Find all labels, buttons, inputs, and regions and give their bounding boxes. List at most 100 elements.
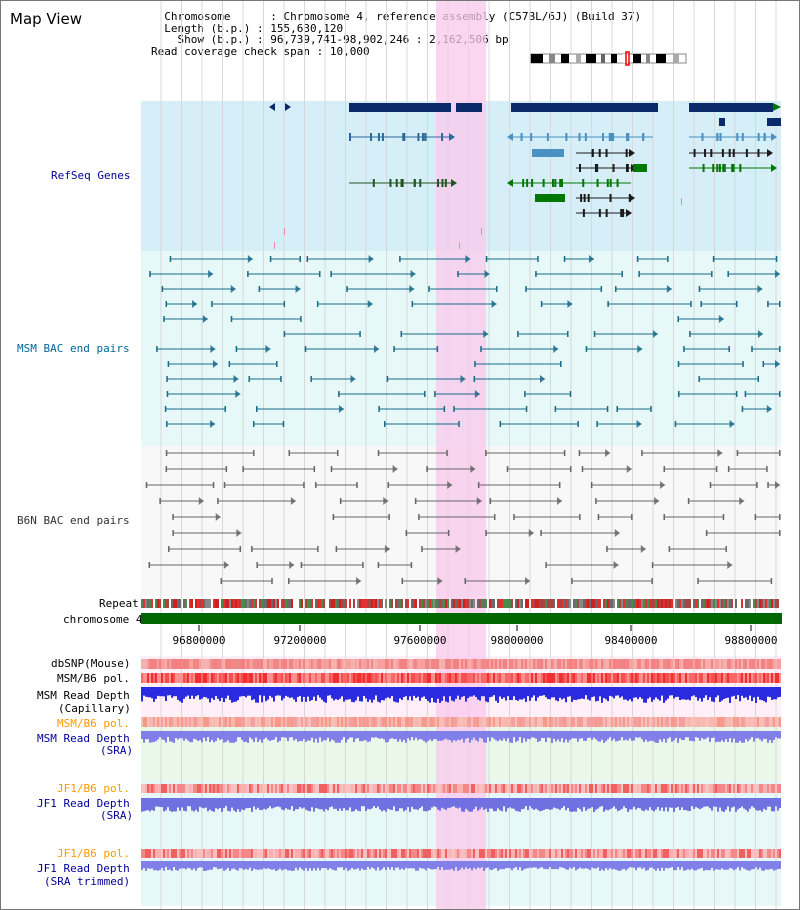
heat-cell [261,717,263,727]
depth-bar [717,731,719,742]
repeat-track-label[interactable]: Repeat [99,597,139,610]
depth-bar [333,731,335,741]
heat-cell [575,659,577,669]
depth-bar [523,687,525,699]
msm-b6-pol-track-label[interactable]: MSM/B6 pol. [57,672,130,685]
repeat-block [185,599,187,608]
heat-cell [563,717,565,727]
depth-bar [445,861,447,870]
depth-bar [331,861,333,870]
depth-bar [193,861,195,869]
heat-cell [673,659,675,669]
bac-end-arrow [247,255,253,263]
heat-cell [153,717,155,727]
bac-end-arrow [766,405,772,413]
depth-bar [375,731,377,738]
dbsnp-track-label[interactable]: dbSNP(Mouse) [51,657,131,670]
heat-cell [371,673,373,683]
gene-exon [719,133,722,141]
depth-bar [371,798,373,809]
depth-bar [775,687,777,700]
depth-bar [655,798,657,810]
heat-cell [149,784,151,793]
depth-bar [745,861,747,870]
heat-cell [171,784,173,793]
b6n-bac-track-label[interactable]: B6N BAC end pairs [17,514,130,527]
jf1-b6-pol-track-label[interactable]: JF1/B6 pol. [57,782,130,795]
depth-bar [407,861,409,869]
heat-cell [233,784,235,793]
heat-cell [325,784,327,793]
heat-cell [589,784,591,793]
depth-bar [561,731,563,739]
heat-cell [243,673,245,683]
heat-cell [179,717,181,727]
heat-cell [259,784,261,793]
heat-cell [661,717,663,727]
depth-bar [283,798,285,811]
heat-cell [717,849,719,858]
bac-end-marker [434,391,436,397]
depth-bar [249,798,251,808]
heat-cell [303,849,305,858]
msm-bac-track-label[interactable]: MSM BAC end pairs [17,342,130,355]
depth-bar [555,687,557,701]
depth-bar [161,731,163,740]
msm-read-depth-capillary-label[interactable]: MSM Read Depth [37,689,130,702]
heat-cell [287,784,289,793]
depth-bar [533,798,535,810]
depth-bar [505,687,507,701]
repeat-block [559,599,561,608]
heat-cell [661,673,663,683]
heat-cell [413,673,415,683]
depth-bar [707,687,709,700]
heat-cell [697,849,699,858]
depth-bar [465,687,467,702]
heat-cell [223,659,225,669]
heat-cell [391,849,393,858]
heat-cell [279,784,281,793]
heat-cell [203,849,205,858]
heat-cell [447,673,449,683]
refseq-track-label[interactable]: RefSeq Genes [51,169,131,182]
depth-bar [375,687,377,696]
depth-bar [277,861,279,871]
jf1-read-depth-trimmed-label[interactable]: JF1 Read Depth [37,862,130,875]
repeat-block [541,599,543,608]
repeat-block [735,599,737,608]
heat-cell [407,717,409,727]
msm-b6-pol-track-label-2[interactable]: MSM/B6 pol. [57,717,130,730]
heat-cell [463,717,465,727]
jf1-b6-pol-track-label-2[interactable]: JF1/B6 pol. [57,847,130,860]
heat-cell [703,673,705,683]
msm-read-depth-sra-label[interactable]: MSM Read Depth [37,732,130,745]
depth-bar [589,687,591,701]
jf1-read-depth-sra-label[interactable]: JF1 Read Depth [37,797,130,810]
gene-exon [579,164,582,172]
heat-cell [459,659,461,669]
repeat-block [773,599,775,608]
depth-bar [287,731,289,742]
depth-bar [565,861,567,870]
gene-exon [721,149,724,157]
depth-bar [429,687,431,703]
depth-bar [707,731,709,738]
heat-cell [485,717,487,727]
depth-bar [479,861,481,869]
heat-cell [403,849,405,858]
heat-cell [629,849,631,858]
depth-bar [473,798,475,810]
separator: : [230,10,284,23]
repeat-block [435,599,437,608]
heat-cell [527,849,529,858]
heat-cell [487,784,489,793]
depth-bar [395,798,397,812]
bac-end-arrow [350,375,356,383]
heat-cell [353,659,355,669]
heat-cell [243,784,245,793]
depth-bar [317,687,319,696]
heat-cell [323,673,325,683]
heat-cell [617,717,619,727]
chromosome-track-label[interactable]: chromosome 4 [63,613,143,626]
